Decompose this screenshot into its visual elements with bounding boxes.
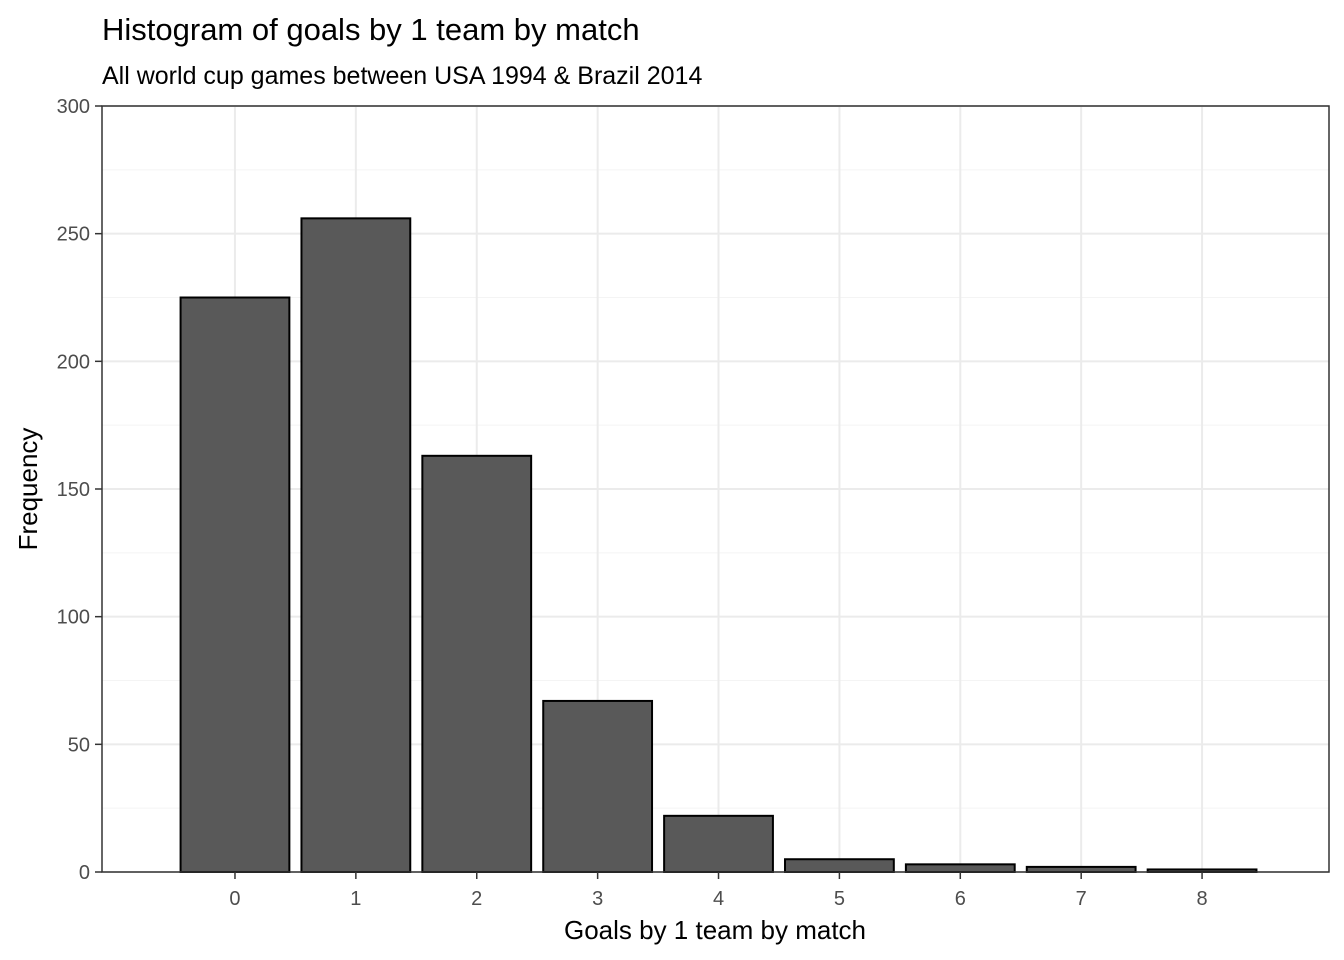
bar-3 xyxy=(542,699,654,874)
y-tick-label: 300 xyxy=(57,96,90,118)
x-axis-title: Goals by 1 team by match xyxy=(564,915,866,945)
y-tick-label: 150 xyxy=(57,479,90,501)
x-axis: 0 1 2 3 4 5 6 7 8 xyxy=(229,872,1208,910)
y-tick-label: 200 xyxy=(57,351,90,373)
y-tick-label: 50 xyxy=(68,734,90,756)
x-tick-label: 7 xyxy=(1076,888,1087,910)
y-tick-label: 0 xyxy=(79,862,90,884)
x-tick-label: 0 xyxy=(229,888,240,910)
y-tick-label: 250 xyxy=(57,224,90,246)
y-tick-label: 100 xyxy=(57,607,90,629)
bar-2 xyxy=(421,454,533,873)
x-tick-label: 3 xyxy=(592,888,603,910)
bar-0 xyxy=(179,296,291,873)
bars xyxy=(179,217,1258,874)
bar-6 xyxy=(904,863,1016,874)
y-axis: 0 50 100 150 200 250 300 xyxy=(57,96,102,884)
bar-7 xyxy=(1025,865,1137,873)
x-tick-label: 5 xyxy=(834,888,845,910)
bar-4 xyxy=(663,814,774,873)
x-tick-label: 4 xyxy=(713,888,724,910)
x-tick-label: 6 xyxy=(955,888,966,910)
bar-5 xyxy=(784,858,895,874)
x-tick-label: 8 xyxy=(1197,888,1208,910)
x-tick-label: 2 xyxy=(471,888,482,910)
y-axis-title: Frequency xyxy=(13,428,43,551)
bar-1 xyxy=(300,217,412,873)
chart-title: Histogram of goals by 1 team by match xyxy=(102,12,640,47)
x-tick-label: 1 xyxy=(350,888,361,910)
chart-subtitle: All world cup games between USA 1994 & B… xyxy=(102,62,702,90)
